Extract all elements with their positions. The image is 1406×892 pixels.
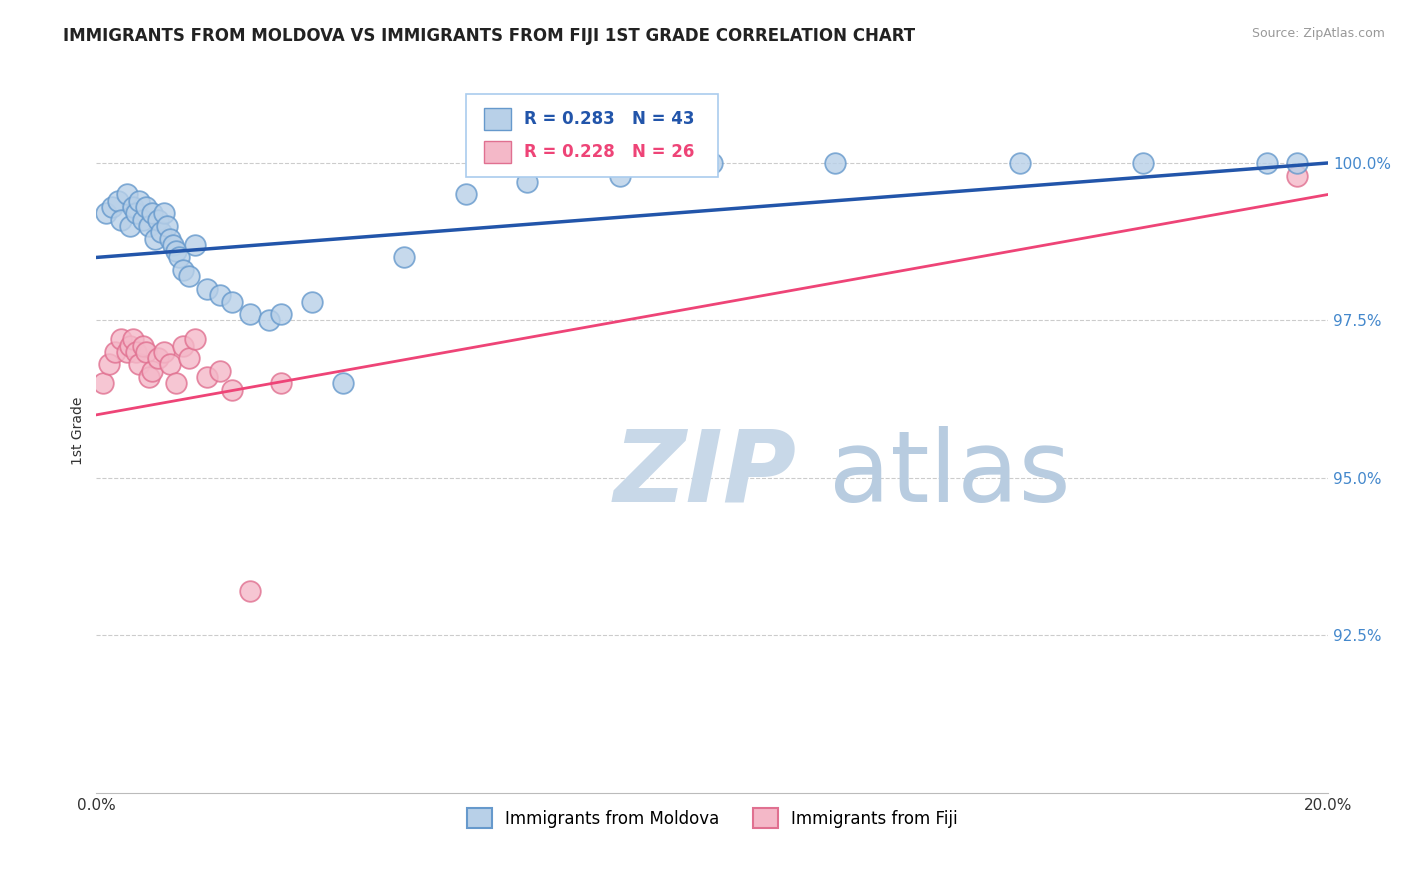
Point xyxy=(172,338,194,352)
Point xyxy=(115,187,138,202)
Point xyxy=(177,351,200,366)
Text: atlas: atlas xyxy=(830,425,1071,523)
Point xyxy=(270,376,292,391)
Point xyxy=(239,584,262,599)
Point xyxy=(104,344,127,359)
Text: ZIP: ZIP xyxy=(613,425,797,523)
Point xyxy=(138,219,160,233)
Point xyxy=(122,200,145,214)
Bar xyxy=(484,108,512,129)
Point xyxy=(1286,169,1309,183)
Point xyxy=(172,263,194,277)
Point xyxy=(125,344,148,359)
Point xyxy=(146,351,169,366)
Point xyxy=(159,358,181,372)
Point xyxy=(143,231,166,245)
Point xyxy=(301,294,323,309)
Point xyxy=(165,244,187,259)
Text: R = 0.228   N = 26: R = 0.228 N = 26 xyxy=(524,144,695,161)
FancyBboxPatch shape xyxy=(465,94,718,178)
Point xyxy=(221,294,243,309)
Point xyxy=(110,212,132,227)
Point xyxy=(257,313,280,327)
Point xyxy=(1010,156,1032,170)
Point xyxy=(177,269,200,284)
Point xyxy=(824,156,846,170)
Text: IMMIGRANTS FROM MOLDOVA VS IMMIGRANTS FROM FIJI 1ST GRADE CORRELATION CHART: IMMIGRANTS FROM MOLDOVA VS IMMIGRANTS FR… xyxy=(63,27,915,45)
Point xyxy=(122,332,145,346)
Point xyxy=(270,307,292,321)
Point xyxy=(153,344,176,359)
Point xyxy=(1286,156,1309,170)
Point xyxy=(135,344,157,359)
Point xyxy=(332,376,354,391)
Y-axis label: 1st Grade: 1st Grade xyxy=(72,396,86,465)
Point xyxy=(138,370,160,384)
Point xyxy=(91,376,114,391)
Point xyxy=(150,225,173,239)
Point xyxy=(394,251,416,265)
Point xyxy=(239,307,262,321)
Point xyxy=(100,200,122,214)
Point xyxy=(184,332,207,346)
Point xyxy=(208,288,231,302)
Point xyxy=(1256,156,1278,170)
Point xyxy=(131,338,153,352)
Point xyxy=(195,282,218,296)
Point xyxy=(146,212,169,227)
Point xyxy=(159,231,181,245)
Point xyxy=(115,344,138,359)
Point xyxy=(125,206,148,220)
Point xyxy=(97,358,120,372)
Point xyxy=(141,364,163,378)
Point xyxy=(454,187,477,202)
Point xyxy=(120,338,142,352)
Point xyxy=(131,212,153,227)
Point xyxy=(135,200,157,214)
Text: Source: ZipAtlas.com: Source: ZipAtlas.com xyxy=(1251,27,1385,40)
Point xyxy=(107,194,129,208)
Point xyxy=(184,237,207,252)
Point xyxy=(1132,156,1154,170)
Point xyxy=(195,370,218,384)
Point xyxy=(153,206,176,220)
Point xyxy=(169,251,191,265)
Text: R = 0.283   N = 43: R = 0.283 N = 43 xyxy=(524,110,695,128)
Point xyxy=(156,219,179,233)
Point xyxy=(120,219,142,233)
Point xyxy=(128,194,150,208)
Point xyxy=(141,206,163,220)
Point xyxy=(110,332,132,346)
Legend: Immigrants from Moldova, Immigrants from Fiji: Immigrants from Moldova, Immigrants from… xyxy=(460,801,965,835)
Point xyxy=(702,156,724,170)
Point xyxy=(221,383,243,397)
Point xyxy=(208,364,231,378)
Point xyxy=(516,175,538,189)
Point xyxy=(609,169,631,183)
Bar xyxy=(484,141,512,163)
Point xyxy=(165,376,187,391)
Point xyxy=(94,206,117,220)
Point xyxy=(128,358,150,372)
Point xyxy=(162,237,184,252)
